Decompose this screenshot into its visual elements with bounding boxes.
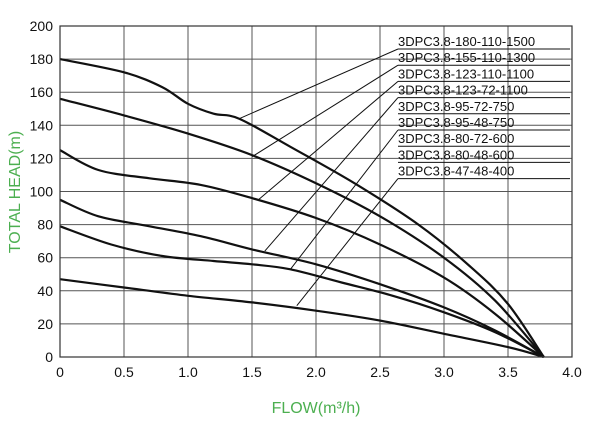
series-line: [59, 278, 545, 359]
leader-line: [238, 48, 399, 120]
y-tick-label: 140: [30, 117, 54, 133]
x-tick-label: 1.5: [242, 364, 262, 380]
y-tick-label: 200: [30, 18, 54, 34]
leader-line: [258, 81, 399, 201]
x-tick-label: 0: [56, 364, 64, 380]
x-tick-label: 2.5: [370, 364, 390, 380]
series-line: [59, 225, 545, 358]
x-tick-label: 1.0: [178, 364, 198, 380]
x-tick-label: 2.0: [306, 364, 326, 380]
series-label: 3DPC3.8-80-72-600: [398, 131, 514, 146]
y-tick-label: 120: [30, 150, 54, 166]
x-axis-title: FLOW(m³/h): [272, 400, 361, 417]
y-tick-label: 80: [37, 217, 53, 233]
x-tick-label: 4.0: [562, 364, 582, 380]
y-tick-labels: 0 20 40 60 80 100 120 140 160 180 200: [30, 18, 54, 365]
curves: [59, 58, 545, 359]
x-tick-label: 0.5: [114, 364, 134, 380]
y-tick-label: 100: [30, 184, 54, 200]
series-label: 3DPC3.8-180-110-1500: [398, 34, 535, 49]
y-tick-label: 40: [37, 283, 53, 299]
y-tick-label: 20: [37, 316, 53, 332]
y-axis-title: TOTAL HEAD(m): [7, 131, 24, 253]
series-line: [59, 97, 545, 358]
leader-line: [264, 97, 399, 252]
series-label: 3DPC3.8-95-72-750: [398, 99, 514, 114]
y-tick-label: 0: [45, 349, 53, 365]
x-tick-label: 3.0: [434, 364, 454, 380]
series-label: 3DPC3.8-80-48-600: [398, 147, 514, 162]
series-label: 3DPC3.8-123-72-1100: [398, 83, 528, 98]
series-line: [59, 198, 545, 358]
series-label: 3DPC3.8-155-110-1300: [398, 50, 535, 65]
series-line: [59, 149, 545, 358]
series-labels: 3DPC3.8-180-110-15003DPC3.8-155-110-1300…: [398, 34, 570, 180]
leader-line: [296, 178, 399, 307]
series-label: 3DPC3.8-123-110-1100: [398, 66, 534, 81]
series-line: [59, 58, 545, 358]
y-tick-label: 160: [30, 84, 54, 100]
x-tick-labels: 0 0.5 1.0 1.5 2.0 2.5 3.0 3.5 4.0: [56, 364, 582, 380]
y-tick-label: 60: [37, 250, 53, 266]
series-label: 3DPC3.8-95-48-750: [398, 115, 514, 130]
leader-line: [290, 129, 399, 270]
plot-frame: [59, 25, 573, 358]
series-label: 3DPC3.8-47-48-400: [398, 164, 514, 179]
leader-line: [251, 64, 399, 158]
y-tick-label: 180: [30, 51, 54, 67]
x-tick-label: 3.5: [498, 364, 518, 380]
leader-lines: [238, 48, 399, 307]
